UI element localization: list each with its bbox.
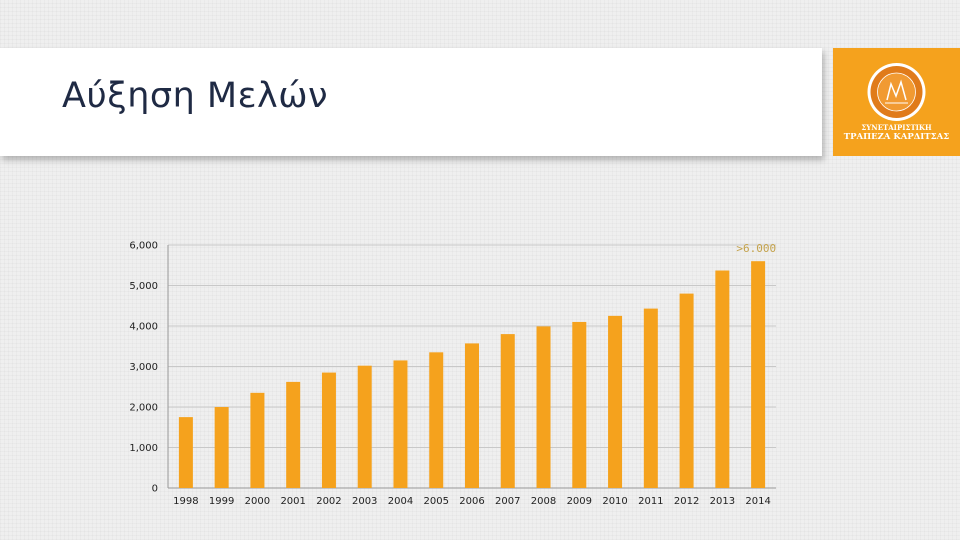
logo-emblem-icon <box>867 63 926 121</box>
x-tick-label: 2010 <box>602 496 627 507</box>
slide-title: Αύξηση Μελών <box>62 76 329 116</box>
x-tick-label: 2003 <box>352 496 377 507</box>
x-tick-label: 2006 <box>459 496 484 507</box>
bar-2011 <box>643 308 658 488</box>
bar-2012 <box>679 293 694 488</box>
bar-2013 <box>715 270 730 488</box>
x-tick-label: 2014 <box>745 496 770 507</box>
logo-text-line1: ΣΥΝΕΤΑΙΡΙΣΤΙΚΗ <box>861 123 932 132</box>
bar-1998 <box>178 417 193 488</box>
x-tick-label: 2011 <box>638 496 663 507</box>
y-tick-label: 4,000 <box>129 322 158 333</box>
bar-2009 <box>572 321 587 488</box>
bar-2005 <box>429 352 444 488</box>
x-tick-label: 2000 <box>245 496 270 507</box>
bar-annotation: >6.000 <box>736 242 776 255</box>
x-tick-label: 2005 <box>424 496 449 507</box>
bar-2008 <box>536 326 551 488</box>
x-tick-label: 2002 <box>316 496 341 507</box>
y-tick-label: 5,000 <box>129 281 158 292</box>
x-tick-label: 2004 <box>388 496 413 507</box>
bar-2000 <box>250 392 265 488</box>
x-tick-label: 1999 <box>209 496 234 507</box>
bar-2014 <box>751 261 766 488</box>
y-tick-label: 3,000 <box>129 362 158 373</box>
bar-2003 <box>357 365 372 488</box>
y-tick-label: 2,000 <box>129 403 158 414</box>
x-tick-label: 1998 <box>173 496 198 507</box>
x-tick-label: 2001 <box>280 496 305 507</box>
bank-logo <box>833 48 960 156</box>
bar-2006 <box>465 343 479 488</box>
y-tick-label: 0 <box>152 484 158 495</box>
bar-2007 <box>500 334 515 488</box>
bar-2004 <box>393 360 408 488</box>
x-tick-label: 2012 <box>674 496 699 507</box>
x-tick-label: 2013 <box>710 496 735 507</box>
bar-1999 <box>214 407 229 488</box>
x-tick-label: 2009 <box>567 496 592 507</box>
title-band <box>0 48 822 156</box>
x-tick-label: 2007 <box>495 496 520 507</box>
logo-text-line2: ΤΡΑΠΕΖΑ ΚΑΡΔΙΤΣΑΣ <box>843 132 950 142</box>
bar-2002 <box>321 372 336 488</box>
bar-2010 <box>608 315 623 488</box>
bar-2001 <box>286 381 301 488</box>
y-tick-label: 1,000 <box>129 443 158 454</box>
y-tick-label: 6,000 <box>129 241 158 252</box>
x-tick-label: 2008 <box>531 496 556 507</box>
